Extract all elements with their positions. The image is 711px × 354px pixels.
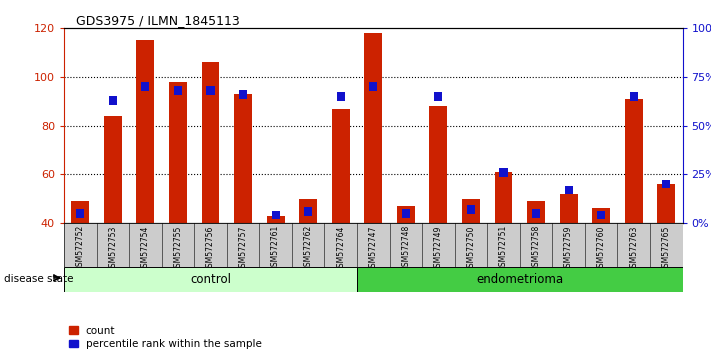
Bar [462, 199, 480, 223]
Text: GSM572764: GSM572764 [336, 225, 346, 272]
Bar [174, 86, 182, 95]
Bar [597, 211, 605, 219]
Bar [658, 184, 675, 223]
Text: GSM572752: GSM572752 [76, 225, 85, 272]
Text: GSM572758: GSM572758 [532, 225, 540, 272]
Text: GSM572751: GSM572751 [499, 225, 508, 272]
Bar [76, 209, 85, 218]
Bar [267, 216, 284, 223]
Bar [357, 267, 683, 292]
Text: GSM572760: GSM572760 [597, 225, 606, 272]
Bar [234, 94, 252, 223]
Bar [397, 206, 415, 223]
Text: GSM572757: GSM572757 [239, 225, 247, 272]
Bar [630, 92, 638, 101]
Bar [625, 99, 643, 223]
Bar [592, 209, 610, 223]
Bar [104, 116, 122, 223]
Text: disease state: disease state [4, 274, 73, 284]
Text: GSM572750: GSM572750 [466, 225, 476, 272]
Text: GSM572753: GSM572753 [108, 225, 117, 272]
Bar [169, 82, 187, 223]
Bar [109, 96, 117, 105]
Text: GSM572756: GSM572756 [206, 225, 215, 272]
Bar [369, 82, 378, 91]
Bar [402, 209, 410, 218]
Text: GSM572759: GSM572759 [564, 225, 573, 272]
Bar [332, 109, 350, 223]
Bar [565, 185, 572, 194]
Text: endometrioma: endometrioma [476, 273, 563, 286]
Bar [137, 40, 154, 223]
Bar [206, 86, 215, 95]
Bar [299, 199, 317, 223]
Bar [272, 211, 279, 219]
Bar [532, 209, 540, 218]
Text: GSM572755: GSM572755 [173, 225, 183, 272]
Bar [429, 106, 447, 223]
Bar [662, 180, 670, 188]
Bar [71, 201, 89, 223]
Bar [499, 168, 508, 177]
Bar [560, 194, 577, 223]
Bar [239, 90, 247, 99]
Text: GSM572761: GSM572761 [271, 225, 280, 272]
Bar [527, 201, 545, 223]
Legend: count, percentile rank within the sample: count, percentile rank within the sample [69, 326, 262, 349]
Text: GSM572762: GSM572762 [304, 225, 313, 272]
Bar [467, 205, 475, 214]
Bar [141, 82, 149, 91]
Text: GDS3975 / ILMN_1845113: GDS3975 / ILMN_1845113 [76, 14, 240, 27]
Text: GSM572748: GSM572748 [401, 225, 410, 272]
Text: GSM572747: GSM572747 [369, 225, 378, 272]
Text: control: control [190, 273, 231, 286]
Bar [64, 267, 357, 292]
Bar [364, 33, 383, 223]
Text: GSM572763: GSM572763 [629, 225, 638, 272]
Bar [304, 207, 312, 216]
Text: GSM572754: GSM572754 [141, 225, 150, 272]
Bar [336, 92, 345, 101]
Bar [434, 92, 442, 101]
Bar [495, 172, 513, 223]
Bar [201, 62, 220, 223]
Text: GSM572749: GSM572749 [434, 225, 443, 272]
Text: GSM572765: GSM572765 [662, 225, 670, 272]
